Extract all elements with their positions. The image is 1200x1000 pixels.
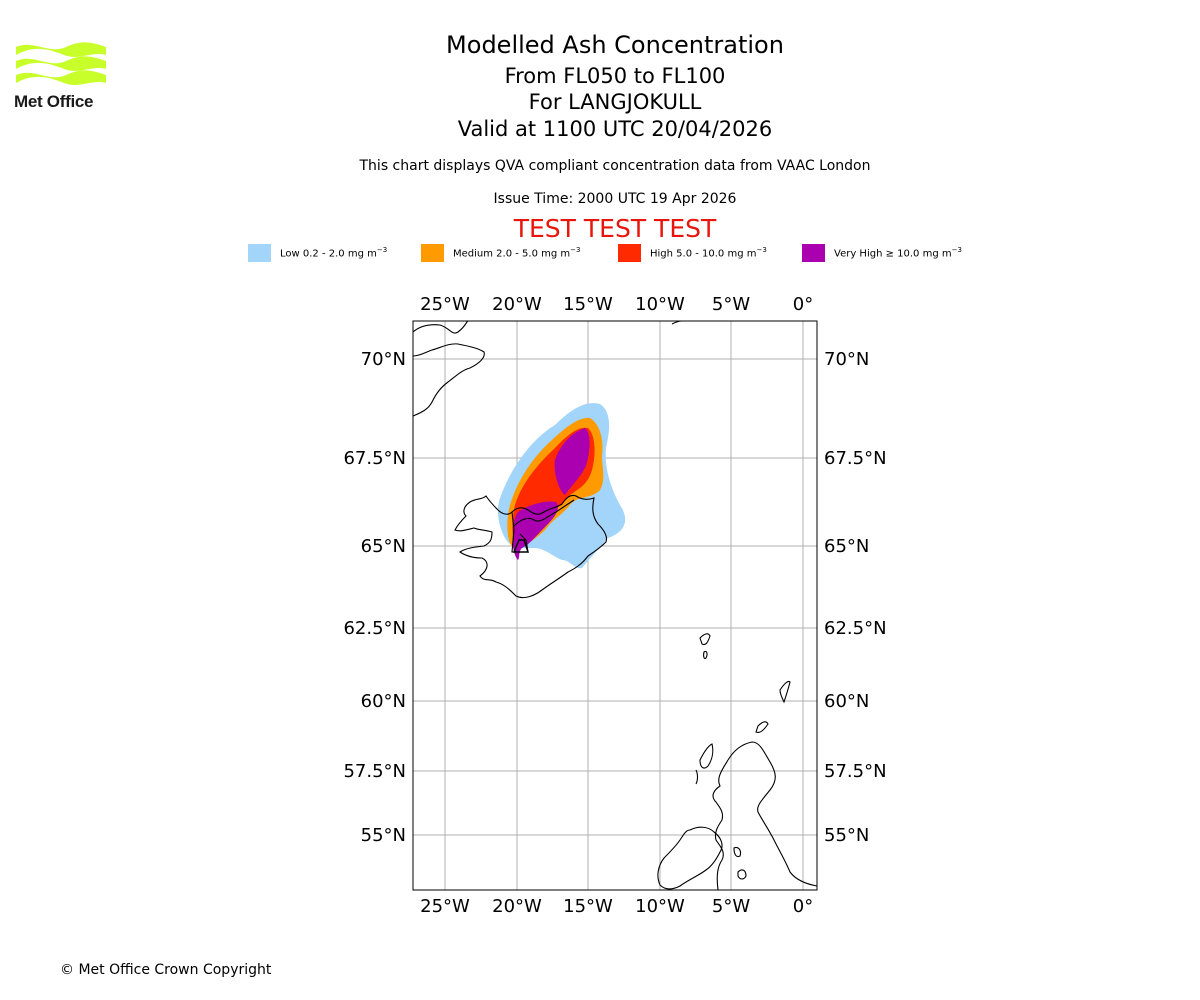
lon-label: 10°W	[635, 896, 685, 917]
lon-label: 10°W	[635, 294, 685, 315]
legend-label-medium: Medium 2.0 - 5.0 mg m−3	[453, 246, 581, 260]
lat-label: 65°N	[824, 536, 869, 557]
met-office-wordmark: Met Office	[14, 92, 94, 111]
valid-time: Valid at 1100 UTC 20/04/2026	[457, 117, 773, 141]
lat-label: 70°N	[824, 349, 869, 370]
right-axis-labels: 70°N 67.5°N 65°N 62.5°N 60°N 57.5°N 55°N	[824, 349, 887, 846]
legend-swatch-low	[248, 244, 271, 262]
lat-label: 70°N	[361, 349, 406, 370]
issue-time: Issue Time: 2000 UTC 19 Apr 2026	[493, 191, 737, 207]
legend-swatch-very-high	[802, 244, 825, 262]
test-banner: TEST TEST TEST	[513, 214, 717, 243]
lon-label: 5°W	[712, 294, 750, 315]
lat-label: 60°N	[361, 691, 406, 712]
lat-label: 55°N	[361, 825, 406, 846]
lat-label: 57.5°N	[824, 761, 887, 782]
lon-label: 15°W	[563, 294, 613, 315]
coastlines	[413, 321, 817, 890]
lon-label: 25°W	[420, 896, 470, 917]
lon-label: 15°W	[563, 896, 613, 917]
lat-label: 65°N	[361, 536, 406, 557]
lon-label: 20°W	[492, 294, 542, 315]
top-axis-labels: 25°W 20°W 15°W 10°W 5°W 0°	[420, 294, 813, 315]
volcano-marker-icon	[512, 539, 530, 553]
ash-plume-very-high	[512, 428, 590, 560]
lat-label: 62.5°N	[824, 618, 887, 639]
flight-levels: From FL050 to FL100	[504, 64, 726, 88]
legend-label-very-high: Very High ≥ 10.0 mg m−3	[834, 246, 962, 260]
met-office-logo	[16, 42, 106, 85]
gridlines	[413, 321, 817, 890]
lon-label: 25°W	[420, 294, 470, 315]
lon-label: 5°W	[712, 896, 750, 917]
chart-title: Modelled Ash Concentration	[446, 31, 784, 59]
map-background	[413, 321, 817, 890]
lat-label: 57.5°N	[343, 761, 406, 782]
lat-label: 67.5°N	[343, 448, 406, 469]
bottom-axis-labels: 25°W 20°W 15°W 10°W 5°W 0°	[420, 896, 813, 917]
copyright: © Met Office Crown Copyright	[60, 962, 272, 978]
subtitle: This chart displays QVA compliant concen…	[359, 158, 871, 174]
lon-label: 20°W	[492, 896, 542, 917]
lat-label: 55°N	[824, 825, 869, 846]
legend-label-high: High 5.0 - 10.0 mg m−3	[650, 246, 767, 260]
legend-swatch-medium	[421, 244, 444, 262]
legend-swatch-high	[618, 244, 641, 262]
lat-label: 67.5°N	[824, 448, 887, 469]
left-axis-labels: 70°N 67.5°N 65°N 62.5°N 60°N 57.5°N 55°N	[343, 349, 406, 846]
lon-label: 0°	[793, 294, 813, 315]
lat-label: 62.5°N	[343, 618, 406, 639]
lon-label: 0°	[793, 896, 813, 917]
legend-label-low: Low 0.2 - 2.0 mg m−3	[280, 246, 388, 260]
volcano-name: For LANGJOKULL	[528, 90, 702, 114]
lat-label: 60°N	[824, 691, 869, 712]
map-frame	[412, 320, 818, 891]
